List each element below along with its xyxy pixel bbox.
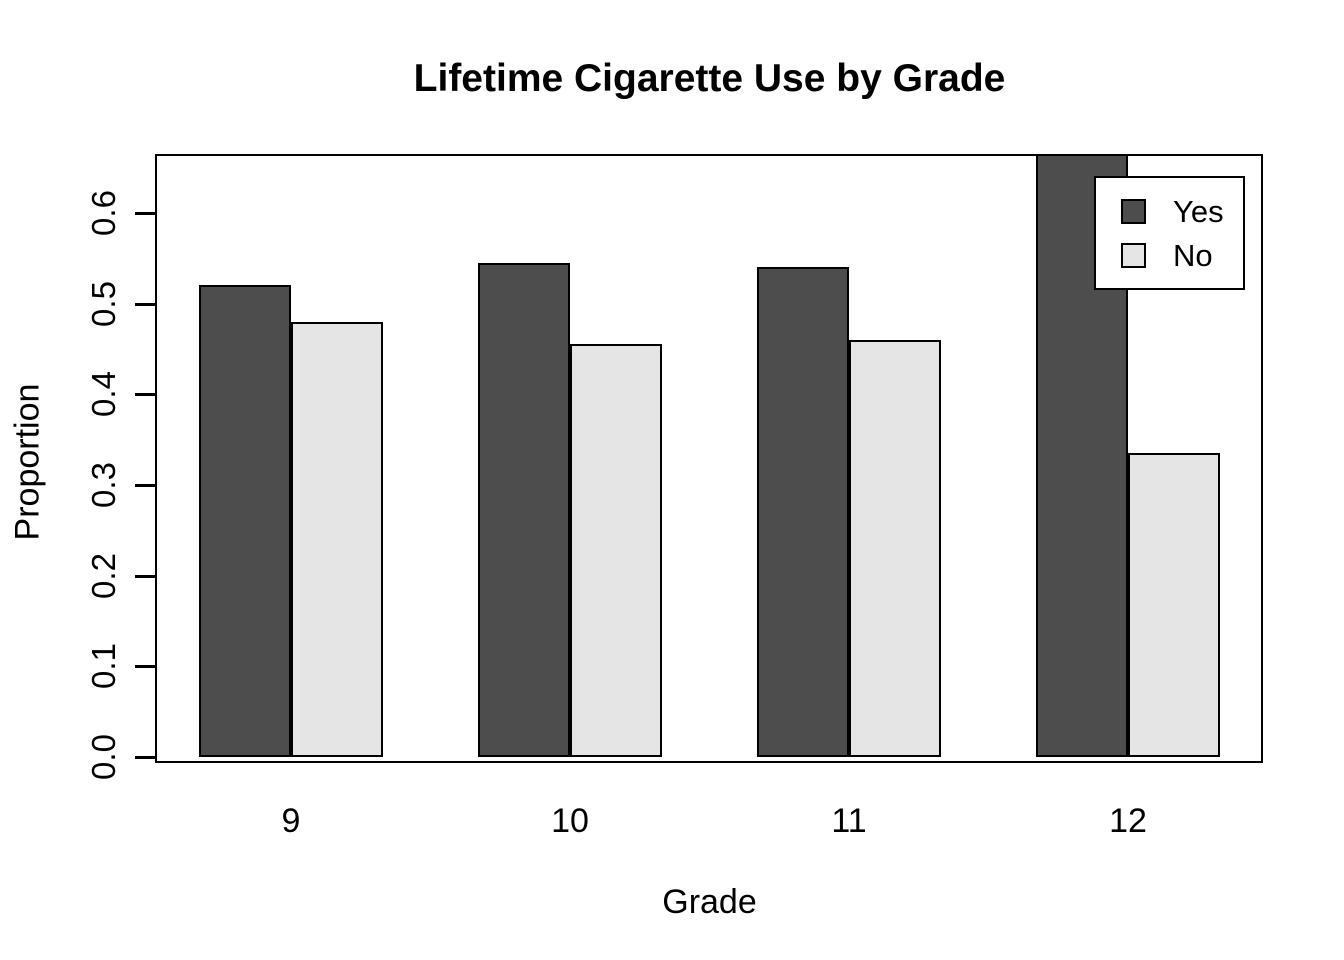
y-axis-title: Proportion bbox=[8, 383, 47, 541]
y-tick bbox=[135, 574, 156, 578]
y-tick bbox=[135, 393, 156, 397]
legend: Yes No bbox=[1094, 176, 1245, 290]
legend-label: No bbox=[1173, 237, 1213, 273]
bars-layer bbox=[157, 156, 1261, 761]
y-tick bbox=[135, 211, 156, 215]
x-axis-title: Grade bbox=[662, 883, 757, 921]
bar-grade9-yes bbox=[199, 285, 291, 757]
x-category-label: 12 bbox=[1109, 802, 1147, 840]
y-tick-label: 0.5 bbox=[85, 280, 122, 327]
legend-label: Yes bbox=[1173, 193, 1224, 229]
chart-title: Lifetime Cigarette Use by Grade bbox=[413, 57, 1006, 100]
x-category-label: 11 bbox=[831, 802, 867, 840]
y-tick-label: 0.6 bbox=[85, 189, 122, 236]
legend-item-yes: Yes bbox=[1121, 196, 1243, 227]
y-tick-label: 0.3 bbox=[85, 461, 122, 508]
y-tick bbox=[135, 302, 156, 306]
legend-swatch-no bbox=[1121, 242, 1146, 268]
bar-grade10-yes bbox=[478, 263, 570, 757]
bar-grade11-yes bbox=[757, 267, 849, 757]
y-tick-label: 0.1 bbox=[85, 643, 122, 690]
bar-grade9-no bbox=[291, 322, 383, 757]
bar-grade11-no bbox=[849, 340, 941, 757]
y-tick-label: 0.0 bbox=[85, 734, 122, 780]
y-tick bbox=[135, 756, 156, 759]
x-category-label: 9 bbox=[281, 802, 301, 840]
y-tick bbox=[135, 665, 156, 669]
legend-swatch-yes bbox=[1121, 198, 1146, 224]
bar-grade10-no bbox=[570, 344, 662, 757]
y-tick bbox=[135, 483, 156, 487]
bar-grade12-no bbox=[1128, 453, 1220, 757]
plot-area bbox=[155, 154, 1263, 763]
y-tick-label: 0.4 bbox=[85, 371, 122, 418]
legend-item-no: No bbox=[1121, 240, 1243, 271]
x-category-label: 10 bbox=[551, 802, 589, 840]
y-tick-label: 0.2 bbox=[85, 552, 122, 599]
